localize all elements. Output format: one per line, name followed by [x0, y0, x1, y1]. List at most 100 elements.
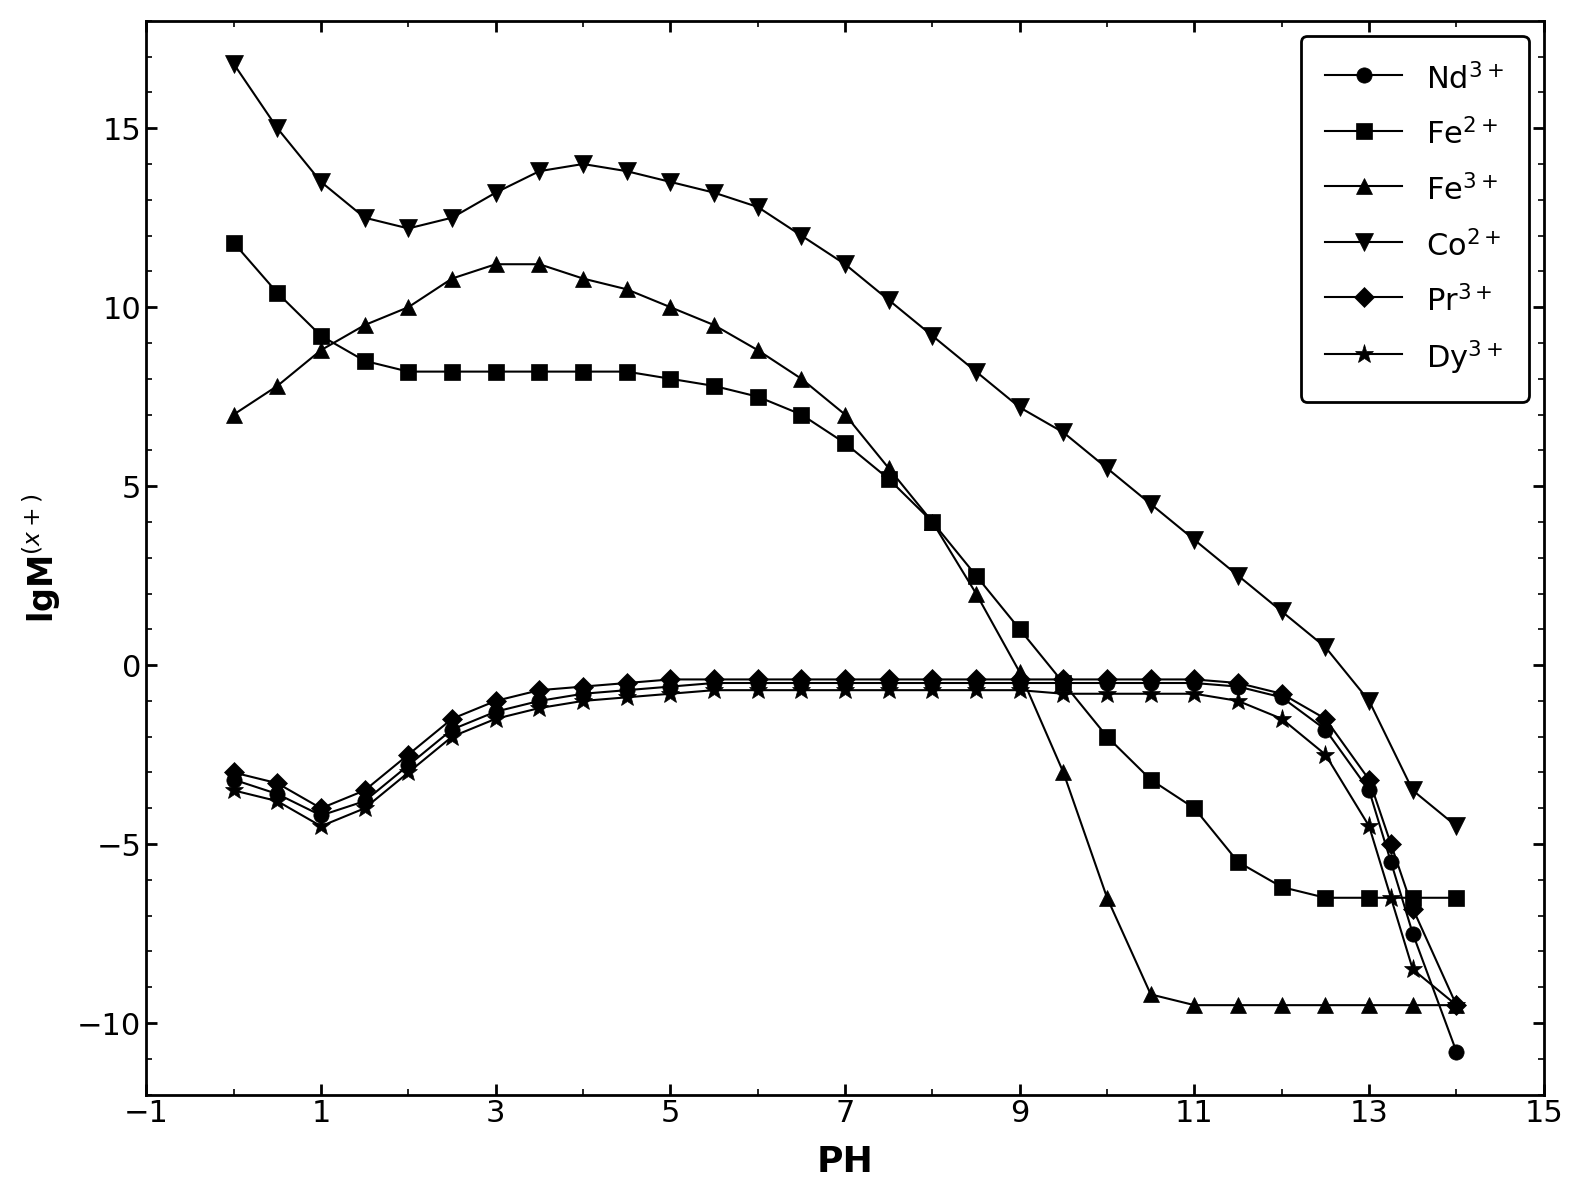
Pr$^{3+}$ [268, 776, 287, 791]
Dy$^{3+}$ [1272, 712, 1291, 726]
Dy$^{3+}$ [1098, 686, 1117, 701]
Nd$^{3+}$ [531, 694, 550, 708]
Fe$^{2+}$ [442, 365, 461, 379]
Pr$^{3+}$ [1316, 712, 1335, 726]
Pr$^{3+}$ [312, 802, 331, 816]
Line: Nd$^{3+}$: Nd$^{3+}$ [227, 676, 1464, 1060]
Fe$^{2+}$ [661, 372, 680, 386]
Nd$^{3+}$ [923, 676, 942, 690]
Nd$^{3+}$ [1229, 679, 1248, 694]
Nd$^{3+}$ [966, 676, 985, 690]
Pr$^{3+}$ [1140, 672, 1159, 686]
Nd$^{3+}$ [312, 809, 331, 823]
Pr$^{3+}$ [748, 672, 767, 686]
Fe$^{3+}$ [1185, 998, 1204, 1013]
Dy$^{3+}$ [661, 686, 680, 701]
Fe$^{2+}$ [966, 569, 985, 583]
Dy$^{3+}$ [399, 766, 418, 780]
Pr$^{3+}$ [442, 712, 461, 726]
Dy$^{3+}$ [531, 701, 550, 715]
Dy$^{3+}$ [835, 683, 854, 697]
Dy$^{3+}$ [355, 802, 374, 816]
Nd$^{3+}$ [1446, 1044, 1465, 1058]
Co$^{2+}$ [1272, 605, 1291, 619]
Fe$^{3+}$ [486, 257, 505, 271]
Nd$^{3+}$ [1185, 676, 1204, 690]
X-axis label: PH: PH [817, 1145, 873, 1180]
Fe$^{3+}$ [399, 300, 418, 314]
Nd$^{3+}$ [442, 722, 461, 737]
Nd$^{3+}$ [792, 676, 811, 690]
Co$^{2+}$ [1185, 533, 1204, 547]
Nd$^{3+}$ [1403, 926, 1422, 941]
Dy$^{3+}$ [312, 818, 331, 833]
Nd$^{3+}$ [1053, 676, 1072, 690]
Fe$^{2+}$ [486, 365, 505, 379]
Dy$^{3+}$ [792, 683, 811, 697]
Fe$^{2+}$ [355, 354, 374, 368]
Pr$^{3+}$ [573, 679, 592, 694]
Nd$^{3+}$ [355, 794, 374, 809]
Co$^{2+}$ [225, 56, 244, 71]
Pr$^{3+}$ [531, 683, 550, 697]
Fe$^{2+}$ [225, 235, 244, 250]
Line: Co$^{2+}$: Co$^{2+}$ [225, 55, 1465, 835]
Fe$^{2+}$ [573, 365, 592, 379]
Pr$^{3+}$ [1229, 676, 1248, 690]
Line: Dy$^{3+}$: Dy$^{3+}$ [223, 680, 1467, 1015]
Pr$^{3+}$ [1098, 672, 1117, 686]
Fe$^{3+}$ [966, 587, 985, 601]
Fe$^{3+}$ [225, 407, 244, 421]
Fe$^{2+}$ [1098, 730, 1117, 744]
Co$^{2+}$ [748, 199, 767, 214]
Fe$^{3+}$ [1403, 998, 1422, 1013]
Co$^{2+}$ [705, 186, 724, 200]
Fe$^{3+}$ [705, 318, 724, 332]
Co$^{2+}$ [573, 157, 592, 172]
Dy$^{3+}$ [923, 683, 942, 697]
Fe$^{3+}$ [1446, 998, 1465, 1013]
Nd$^{3+}$ [1140, 676, 1159, 690]
Co$^{2+}$ [486, 186, 505, 200]
Fe$^{2+}$ [399, 365, 418, 379]
Dy$^{3+}$ [1403, 962, 1422, 977]
Fe$^{3+}$ [835, 407, 854, 421]
Fe$^{2+}$ [1446, 890, 1465, 905]
Y-axis label: lgM$^{(x+)}$: lgM$^{(x+)}$ [21, 493, 63, 623]
Fe$^{2+}$ [1053, 676, 1072, 690]
Dy$^{3+}$ [748, 683, 767, 697]
Dy$^{3+}$ [486, 712, 505, 726]
Co$^{2+}$ [966, 365, 985, 379]
Pr$^{3+}$ [792, 672, 811, 686]
Fe$^{3+}$ [748, 343, 767, 358]
Fe$^{2+}$ [705, 379, 724, 394]
Nd$^{3+}$ [1316, 722, 1335, 737]
Fe$^{2+}$ [268, 286, 287, 300]
Fe$^{3+}$ [1316, 998, 1335, 1013]
Fe$^{2+}$ [312, 329, 331, 343]
Pr$^{3+}$ [1446, 998, 1465, 1013]
Co$^{2+}$ [355, 210, 374, 224]
Fe$^{3+}$ [312, 343, 331, 358]
Co$^{2+}$ [923, 329, 942, 343]
Fe$^{3+}$ [792, 372, 811, 386]
Nd$^{3+}$ [573, 686, 592, 701]
Fe$^{2+}$ [879, 472, 898, 486]
Nd$^{3+}$ [1359, 784, 1378, 798]
Dy$^{3+}$ [879, 683, 898, 697]
Nd$^{3+}$ [879, 676, 898, 690]
Pr$^{3+}$ [1381, 836, 1400, 851]
Co$^{2+}$ [399, 221, 418, 235]
Pr$^{3+}$ [923, 672, 942, 686]
Co$^{2+}$ [1359, 694, 1378, 708]
Co$^{2+}$ [312, 175, 331, 190]
Pr$^{3+}$ [1403, 901, 1422, 916]
Dy$^{3+}$ [1053, 686, 1072, 701]
Nd$^{3+}$ [1381, 854, 1400, 869]
Co$^{2+}$ [835, 257, 854, 271]
Fe$^{3+}$ [1011, 665, 1030, 679]
Fe$^{2+}$ [1229, 854, 1248, 869]
Pr$^{3+}$ [1053, 672, 1072, 686]
Fe$^{2+}$ [1011, 622, 1030, 636]
Dy$^{3+}$ [1446, 998, 1465, 1013]
